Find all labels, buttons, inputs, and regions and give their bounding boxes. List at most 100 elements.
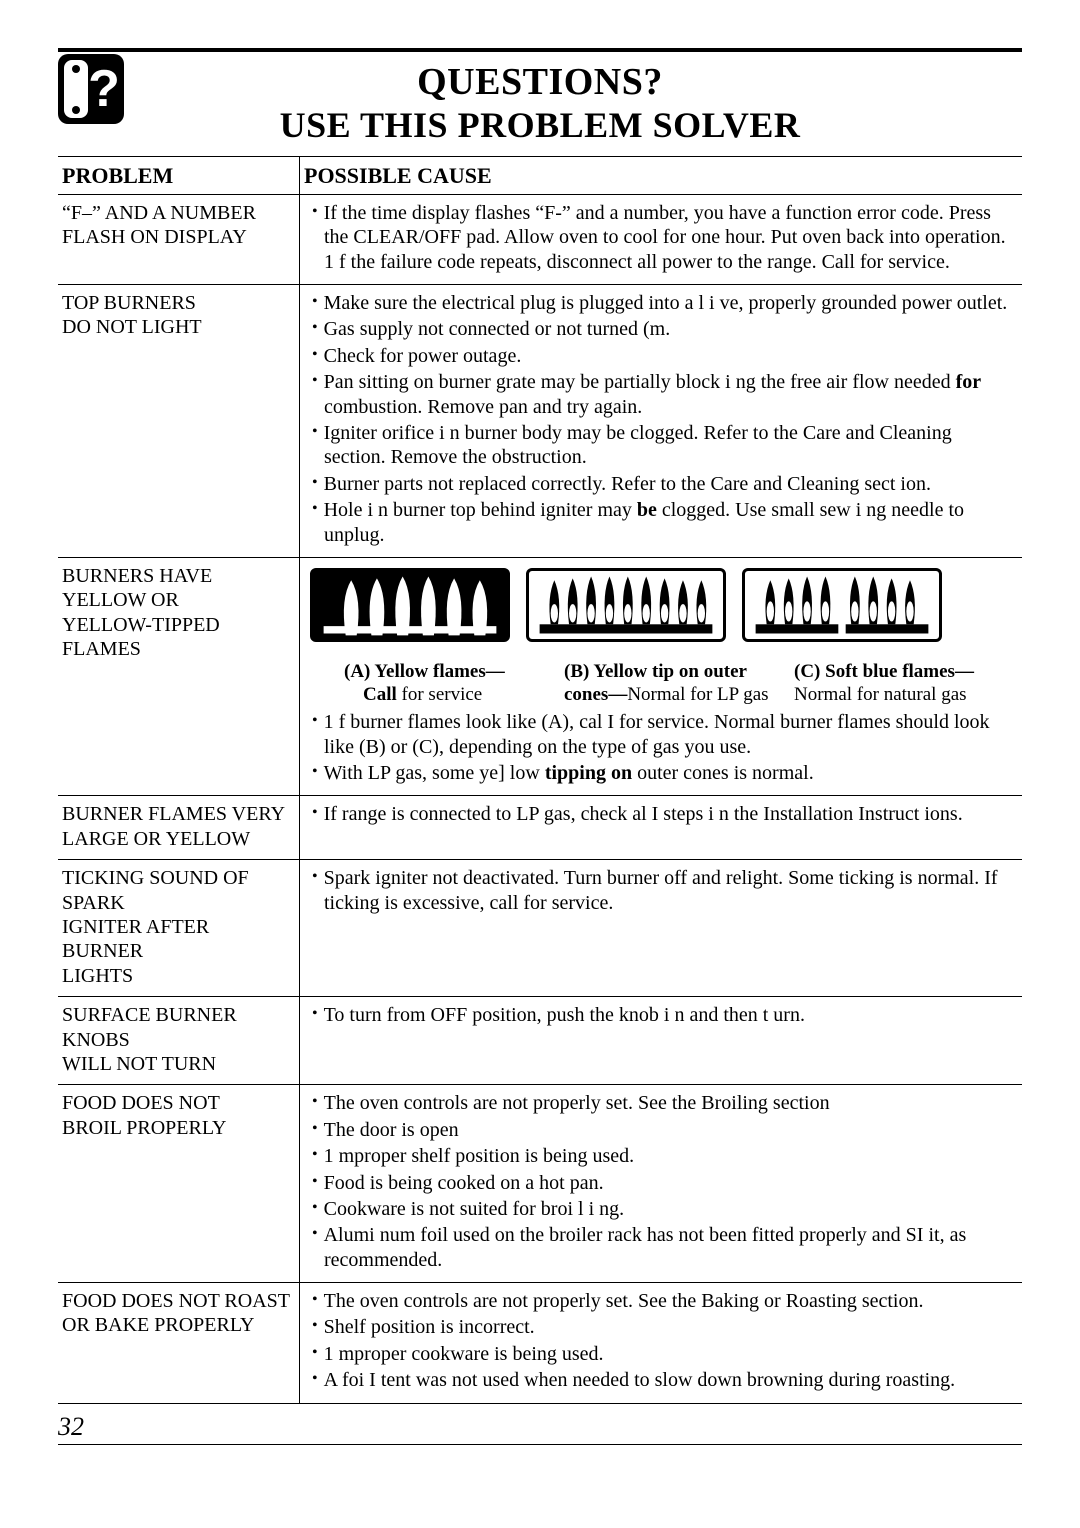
header-row: ? QUESTIONS? USE THIS PROBLEM SOLVER xyxy=(58,60,1022,146)
caption-b: (B) Yellow tip on outer cones—Normal for… xyxy=(564,660,794,706)
cause-item: Shelf position is incorrect. xyxy=(304,1315,1014,1339)
cause-item: To turn from OFF position, push the knob… xyxy=(304,1003,1014,1027)
flame-diagrams xyxy=(310,568,1014,642)
col-problem: PROBLEM xyxy=(58,157,300,195)
cause-cell: If range is connected to LP gas, check a… xyxy=(300,796,1023,860)
problem-cell: SURFACE BURNER KNOBS WILL NOT TURN xyxy=(58,997,300,1085)
cause-cell: The oven controls are not properly set. … xyxy=(300,1085,1023,1283)
problem-text: DO NOT LIGHT xyxy=(62,316,202,338)
flame-captions: (A) Yellow flames— Call for service (B) … xyxy=(344,660,1014,706)
cause-item: Spark igniter not deactivated. Turn burn… xyxy=(304,866,1014,915)
problem-solver-table: PROBLEM POSSIBLE CAUSE “F–” AND A NUMBER… xyxy=(58,156,1022,1404)
cause-item: If range is connected to LP gas, check a… xyxy=(304,802,1014,826)
txt-bold: tipping on xyxy=(545,762,637,784)
cause-item: A foi I tent was not used when needed to… xyxy=(304,1368,1014,1392)
table-header-row: PROBLEM POSSIBLE CAUSE xyxy=(58,157,1022,195)
col-cause: POSSIBLE CAUSE xyxy=(300,157,1023,195)
cause-cell: To turn from OFF position, push the knob… xyxy=(300,997,1023,1085)
svg-text:?: ? xyxy=(88,60,120,118)
problem-text: SURFACE BURNER KNOBS xyxy=(62,1004,237,1050)
caption-a: (A) Yellow flames— Call for service xyxy=(344,660,564,706)
problem-text: TOP BURNERS xyxy=(62,292,196,314)
problem-text: IGNITER AFTER BURNER xyxy=(62,916,209,962)
problem-text: FOOD DOES NOT ROAST xyxy=(62,1290,290,1312)
cause-item: Make sure the electrical plug is plugged… xyxy=(304,291,1014,315)
bottom-rule xyxy=(58,1444,1022,1445)
problem-cell: TOP BURNERS DO NOT LIGHT xyxy=(58,285,300,558)
page-number: 32 xyxy=(58,1412,1022,1442)
txt-bold: (B) Yellow tip on outer xyxy=(564,661,747,682)
problem-text: BURNER FLAMES VERY xyxy=(62,803,285,825)
txt: outer cones is normal. xyxy=(637,762,814,784)
txt-bold: (C) Soft blue flames— xyxy=(794,661,974,682)
cause-item: The oven controls are not properly set. … xyxy=(304,1091,1014,1115)
problem-cell: FOOD DOES NOT ROAST OR BAKE PROPERLY xyxy=(58,1283,300,1404)
txt-bold: (A) Yellow flames— xyxy=(344,661,505,682)
title-line1: QUESTIONS? xyxy=(136,60,944,104)
cause-item: Hole i n burner top behind igniter may b… xyxy=(304,498,1014,547)
problem-text: LIGHTS xyxy=(62,965,133,987)
cause-item: Igniter orifice i n burner body may be c… xyxy=(304,421,1014,470)
problem-text: “F–” AND A NUMBER xyxy=(62,202,256,224)
title-block: QUESTIONS? USE THIS PROBLEM SOLVER xyxy=(136,60,944,146)
caption-c: (C) Soft blue flames— Normal for natural… xyxy=(794,660,1014,706)
table-row: TICKING SOUND OF SPARK IGNITER AFTER BUR… xyxy=(58,860,1022,997)
table-row: FOOD DOES NOT BROIL PROPERLY The oven co… xyxy=(58,1085,1022,1283)
table-row: BURNER FLAMES VERY LARGE OR YELLOW If ra… xyxy=(58,796,1022,860)
txt-bold: Call xyxy=(363,684,397,705)
cause-item: If the time display flashes “F-” and a n… xyxy=(304,201,1014,274)
title-line2: USE THIS PROBLEM SOLVER xyxy=(136,104,944,146)
problem-cell: “F–” AND A NUMBER FLASH ON DISPLAY xyxy=(58,194,300,284)
cause-item: 1 mproper shelf position is being used. xyxy=(304,1144,1014,1168)
txt: Normal for natural gas xyxy=(794,684,967,705)
problem-text: YELLOW-TIPPED FLAMES xyxy=(62,614,220,660)
cause-cell: (A) Yellow flames— Call for service (B) … xyxy=(300,557,1023,796)
problem-text: OR BAKE PROPERLY xyxy=(62,1314,254,1336)
cause-item: Check for power outage. xyxy=(304,344,1014,368)
cause-item: Pan sitting on burner grate may be parti… xyxy=(304,370,1014,419)
cause-cell: Spark igniter not deactivated. Turn burn… xyxy=(300,860,1023,997)
problem-cell: FOOD DOES NOT BROIL PROPERLY xyxy=(58,1085,300,1283)
flame-b-icon xyxy=(526,568,726,642)
flame-a-icon xyxy=(310,568,510,642)
txt: Pan sitting on burner grate may be parti… xyxy=(324,371,956,393)
cause-item: The oven controls are not properly set. … xyxy=(304,1289,1014,1313)
cause-item: Burner parts not replaced correctly. Ref… xyxy=(304,472,1014,496)
problem-text: BROIL PROPERLY xyxy=(62,1117,227,1139)
cause-cell: The oven controls are not properly set. … xyxy=(300,1283,1023,1404)
txt: combustion. Remove pan and try again. xyxy=(324,396,642,418)
txt: With LP gas, some ye] low xyxy=(324,762,545,784)
problem-text: TICKING SOUND OF SPARK xyxy=(62,867,249,913)
txt: Normal for LP gas xyxy=(627,684,768,705)
cause-item: Food is being cooked on a hot pan. xyxy=(304,1171,1014,1195)
cause-item: With LP gas, some ye] low tipping on out… xyxy=(304,761,1014,785)
cause-item: Cookware is not suited for broi l i ng. xyxy=(304,1197,1014,1221)
problem-text: FLASH ON DISPLAY xyxy=(62,226,247,248)
flame-c-icon xyxy=(742,568,942,642)
cause-cell: If the time display flashes “F-” and a n… xyxy=(300,194,1023,284)
problem-text: WILL NOT TURN xyxy=(62,1053,216,1075)
problem-text: LARGE OR YELLOW xyxy=(62,828,250,850)
txt-bold: be xyxy=(637,499,662,521)
txt: for service xyxy=(397,684,482,705)
problem-text: BURNERS HAVE YELLOW OR xyxy=(62,565,212,611)
problem-cell: TICKING SOUND OF SPARK IGNITER AFTER BUR… xyxy=(58,860,300,997)
cause-item: Alumi num foil used on the broiler rack … xyxy=(304,1223,1014,1272)
question-icon: ? xyxy=(58,54,124,132)
cause-item: 1 f burner flames look like (A), cal I f… xyxy=(304,710,1014,759)
problem-text: FOOD DOES NOT xyxy=(62,1092,220,1114)
cause-item: The door is open xyxy=(304,1118,1014,1142)
txt-bold: cones— xyxy=(564,684,627,705)
table-row: TOP BURNERS DO NOT LIGHT Make sure the e… xyxy=(58,285,1022,558)
table-row: “F–” AND A NUMBER FLASH ON DISPLAY If th… xyxy=(58,194,1022,284)
table-row: FOOD DOES NOT ROAST OR BAKE PROPERLY The… xyxy=(58,1283,1022,1404)
table-row: SURFACE BURNER KNOBS WILL NOT TURN To tu… xyxy=(58,997,1022,1085)
txt: Hole i n burner top behind igniter may xyxy=(324,499,637,521)
problem-cell: BURNERS HAVE YELLOW OR YELLOW-TIPPED FLA… xyxy=(58,557,300,796)
cause-item: 1 mproper cookware is being used. xyxy=(304,1342,1014,1366)
table-row: BURNERS HAVE YELLOW OR YELLOW-TIPPED FLA… xyxy=(58,557,1022,796)
cause-item: Gas supply not connected or not turned (… xyxy=(304,317,1014,341)
problem-cell: BURNER FLAMES VERY LARGE OR YELLOW xyxy=(58,796,300,860)
txt-bold: for xyxy=(956,371,981,393)
cause-cell: Make sure the electrical plug is plugged… xyxy=(300,285,1023,558)
